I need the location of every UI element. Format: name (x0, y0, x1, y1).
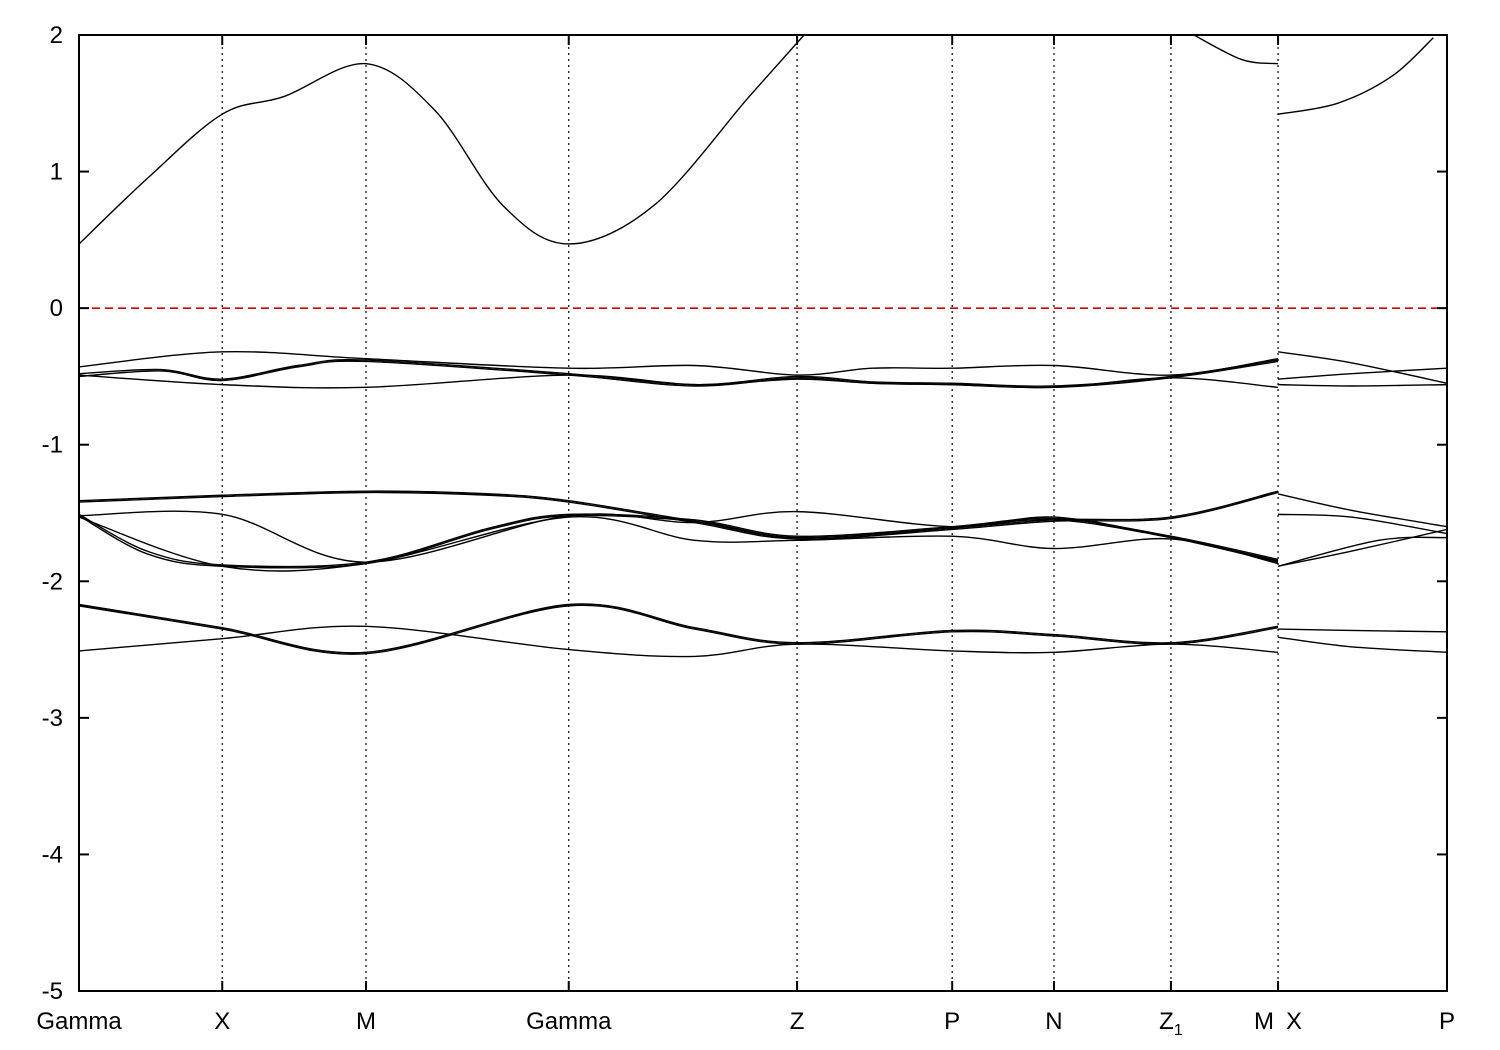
band-curve (79, 510, 1279, 563)
plot-frame (78, 34, 1448, 992)
band-curve (1277, 37, 1434, 115)
y-axis: -5 -4 -3 -2 -1 0 1 2 (42, 22, 1447, 1005)
x-tick-label: X (1286, 1008, 1302, 1035)
band-curve (79, 360, 1279, 389)
band-curve (79, 359, 1279, 387)
y-tick-label: -3 (42, 705, 63, 732)
band-curve (1277, 528, 1447, 567)
x-tick-label: P (1439, 1008, 1455, 1035)
x-tick-label: N (1045, 1008, 1062, 1035)
band-curve (1278, 513, 1447, 535)
band-curve (79, 35, 805, 245)
band-curve (1277, 493, 1447, 528)
band-curve (79, 513, 1279, 568)
x-tick-label: Gamma (526, 1008, 612, 1035)
band-curve (1277, 367, 1447, 380)
x-tick-label-subscript: 1 (1174, 1022, 1183, 1039)
y-tick-label: -5 (42, 978, 63, 1005)
band-curve (79, 625, 1279, 658)
x-tick-label: Z1 (1159, 1008, 1183, 1039)
band-curves (79, 35, 1447, 658)
x-tick-label: X (214, 1008, 230, 1035)
y-tick-label: 2 (50, 22, 63, 49)
band-curve (1277, 351, 1447, 384)
band-curve (1278, 628, 1447, 633)
x-axis: Gamma X M Gamma Z P N Z1 M X P (36, 35, 1455, 1039)
band-curve (1193, 35, 1279, 65)
y-tick-label: 0 (50, 295, 63, 322)
band-curve (79, 515, 1279, 572)
y-tick-label: -2 (42, 568, 63, 595)
band-curve (79, 604, 1279, 655)
band-curve (79, 350, 1279, 376)
x-tick-label: M (356, 1008, 376, 1035)
band-curve (79, 603, 1279, 654)
band-curve (1277, 536, 1447, 567)
band-curve (79, 514, 1279, 569)
band-curve (1278, 383, 1447, 387)
y-tick-label: 1 (50, 159, 63, 186)
x-tick-label: Z (790, 1008, 805, 1035)
band-curve (1277, 636, 1447, 653)
band-curve (79, 491, 1279, 540)
kpoint-gridlines (221, 35, 1279, 991)
y-tick-label: -1 (42, 432, 63, 459)
x-tick-label: Gamma (36, 1008, 122, 1035)
y-tick-label: -4 (42, 841, 63, 868)
x-tick-label: P (944, 1008, 960, 1035)
x-tick-label: M (1254, 1008, 1274, 1035)
band-curve (79, 490, 1279, 539)
